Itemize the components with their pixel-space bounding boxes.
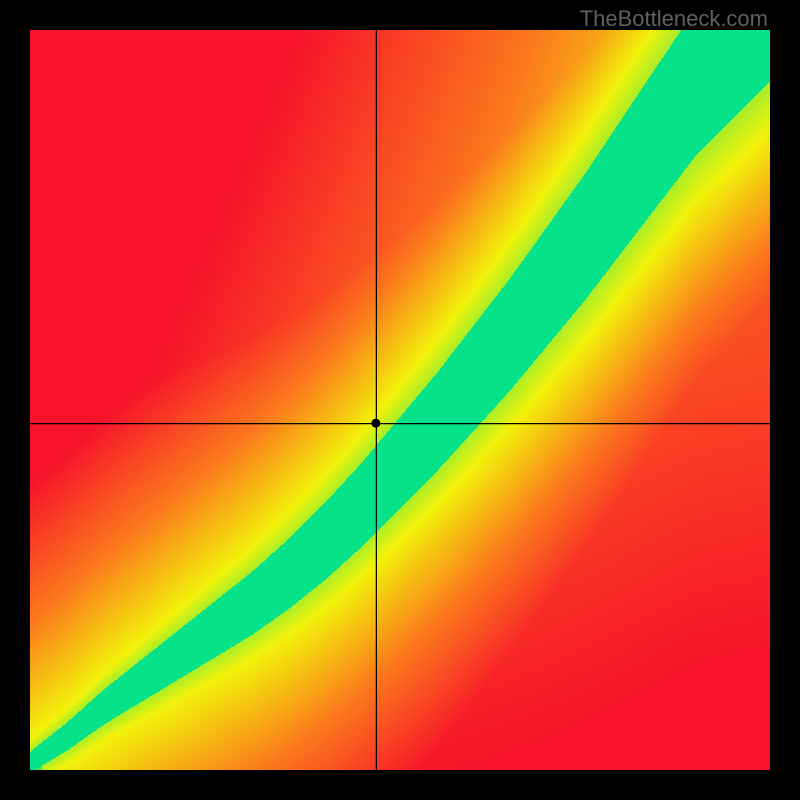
watermark-text: TheBottleneck.com bbox=[580, 6, 768, 32]
chart-container: TheBottleneck.com bbox=[0, 0, 800, 800]
chart-area bbox=[30, 30, 770, 770]
heatmap-canvas bbox=[30, 30, 770, 770]
